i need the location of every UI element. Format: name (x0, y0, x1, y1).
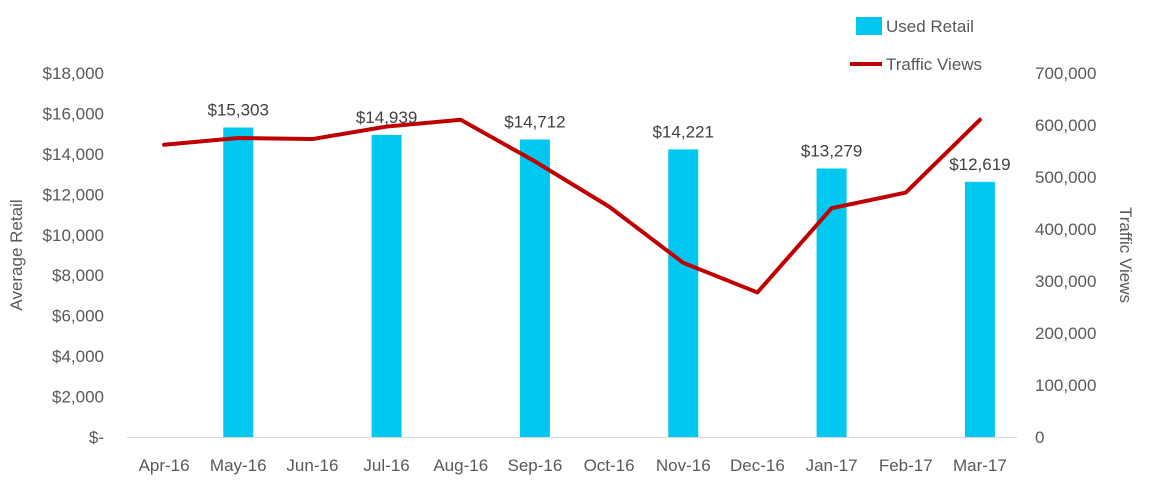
y-tick-label: $- (89, 428, 104, 447)
x-tick-label: Feb-17 (879, 456, 933, 475)
legend-label-used-retail: Used Retail (886, 17, 974, 36)
x-tick-label: Sep-16 (508, 456, 563, 475)
x-tick-label: Oct-16 (584, 456, 635, 475)
traffic-views-line (162, 117, 982, 295)
y2-tick-label: 600,000 (1035, 116, 1096, 135)
y-tick-label: $12,000 (43, 185, 104, 204)
legend-swatch-used-retail (856, 17, 882, 35)
y-tick-label: $14,000 (43, 145, 104, 164)
y2-axis-title: Traffic Views (1116, 207, 1135, 303)
data-label-Jan-17: $13,279 (801, 141, 862, 160)
y2-tick-label: 200,000 (1035, 324, 1096, 343)
x-tick-label: Jun-16 (286, 456, 338, 475)
bar-Nov-16 (668, 149, 699, 437)
bar-Sep-16 (519, 139, 550, 437)
data-label-Nov-16: $14,221 (653, 122, 714, 141)
bar-Jul-16 (371, 134, 402, 438)
y-axis-ticks: $- $2,000 $4,000 $6,000 $8,000 $10,000 $12,000… (43, 64, 104, 447)
bar-Jan-17 (816, 168, 847, 437)
x-axis-ticks: Apr-16 May-16 Jun-16 Jul-16 Aug-16 Sep-16 Oct-… (139, 456, 1007, 475)
data-label-May-16: $15,303 (208, 101, 269, 120)
data-labels: $15,303 $14,939 $14,712 $14,221 $13,279 $12,6… (208, 101, 1011, 174)
y-axis-title: Average Retail (7, 199, 26, 310)
x-tick-label: Apr-16 (139, 456, 190, 475)
legend-label-traffic-views: Traffic Views (886, 55, 982, 74)
x-tick-label: Dec-16 (730, 456, 785, 475)
bar-Mar-17 (964, 181, 995, 437)
y-tick-label: $4,000 (52, 347, 104, 366)
y-tick-label: $10,000 (43, 226, 104, 245)
y2-tick-label: 0 (1035, 428, 1044, 447)
x-tick-label: Jan-17 (806, 456, 858, 475)
y2-tick-label: 700,000 (1035, 64, 1096, 83)
y-tick-label: $8,000 (52, 266, 104, 285)
x-tick-label: Jul-16 (363, 456, 409, 475)
y-tick-label: $18,000 (43, 64, 104, 83)
legend: Used Retail Traffic Views (850, 17, 982, 74)
x-tick-label: Mar-17 (953, 456, 1007, 475)
y-tick-label: $2,000 (52, 388, 104, 407)
y2-tick-label: 100,000 (1035, 376, 1096, 395)
y2-tick-label: 500,000 (1035, 168, 1096, 187)
data-label-Sep-16: $14,712 (504, 112, 565, 131)
y-tick-label: $16,000 (43, 104, 104, 123)
bar-series (223, 127, 995, 438)
x-tick-label: Aug-16 (433, 456, 488, 475)
x-tick-label: May-16 (210, 456, 267, 475)
y2-tick-label: 400,000 (1035, 220, 1096, 239)
line-series (162, 117, 982, 295)
x-tick-label: Nov-16 (656, 456, 711, 475)
y2-tick-label: 300,000 (1035, 272, 1096, 291)
bar-May-16 (223, 127, 254, 437)
y2-axis-ticks: 0 100,000 200,000 300,000 400,000 500,000 600,… (1035, 64, 1096, 447)
y-tick-label: $6,000 (52, 307, 104, 326)
data-label-Mar-17: $12,619 (949, 155, 1010, 174)
data-label-Jul-16: $14,939 (356, 108, 417, 127)
